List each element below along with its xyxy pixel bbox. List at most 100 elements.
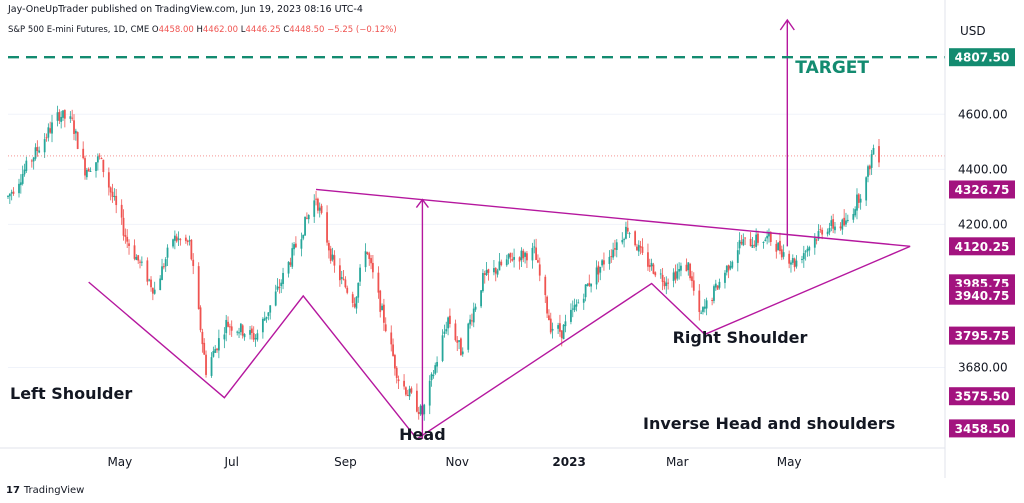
- price-axis[interactable]: USD 4600.00 4400.00 4200.00 3680.00 4807.50 43…: [944, 0, 1015, 478]
- candle: [238, 327, 240, 339]
- candle: [795, 255, 798, 269]
- candle: [300, 232, 303, 257]
- tradingview-logo[interactable]: 17 TradingView: [6, 485, 84, 496]
- candle: [458, 339, 460, 350]
- candle: [102, 159, 105, 178]
- candle: [846, 214, 849, 223]
- candle: [313, 194, 316, 223]
- candle: [571, 300, 574, 318]
- candle: [841, 218, 844, 235]
- candle: [511, 252, 514, 262]
- time-tick-5: Mar: [666, 455, 689, 469]
- candle: [487, 268, 490, 281]
- candle: [162, 263, 165, 270]
- candle: [394, 353, 396, 376]
- candle: [71, 109, 74, 121]
- candle: [859, 194, 862, 210]
- candle: [559, 314, 561, 337]
- candle: [685, 258, 688, 272]
- candle: [274, 284, 277, 307]
- time-axis[interactable]: May Jul Sep Nov 2023 Mar May: [0, 447, 945, 469]
- candle: [740, 234, 743, 246]
- candle: [819, 225, 822, 233]
- candle: [621, 232, 624, 245]
- candle: [780, 245, 783, 261]
- candle: [867, 164, 869, 183]
- candle: [280, 279, 283, 294]
- candle: [551, 322, 554, 339]
- candle: [472, 302, 475, 328]
- candle: [223, 327, 226, 349]
- candle: [672, 268, 675, 288]
- candle: [549, 312, 552, 335]
- candle: [456, 336, 459, 352]
- ohlc-open-label: O: [151, 25, 159, 35]
- candle: [432, 369, 435, 379]
- candle: [441, 329, 444, 363]
- candle: [370, 254, 372, 270]
- candle: [676, 263, 679, 281]
- candle: [434, 362, 437, 376]
- candle: [305, 212, 308, 220]
- candle: [19, 174, 22, 194]
- candle: [190, 239, 193, 261]
- candle: [729, 260, 732, 271]
- candle: [454, 319, 457, 342]
- ohlc-change: −5.25 (−0.12%): [327, 25, 397, 35]
- candle: [82, 141, 85, 160]
- price-badge-5: 3795.75: [949, 326, 1015, 345]
- candle: [150, 276, 152, 292]
- candle: [230, 320, 233, 337]
- candle: [496, 268, 499, 278]
- ohlc-open: 4458.00: [158, 25, 194, 35]
- candle: [564, 314, 567, 333]
- candle: [625, 221, 627, 240]
- candle: [109, 186, 112, 201]
- candle: [691, 270, 693, 288]
- candle: [505, 254, 508, 267]
- candle: [830, 215, 833, 232]
- ohlc-low-label: L: [240, 25, 246, 35]
- candle: [210, 352, 213, 378]
- candle: [480, 290, 482, 309]
- candle: [390, 325, 393, 352]
- tradingview-logo-icon: 17: [6, 485, 20, 496]
- candle: [263, 311, 266, 322]
- candle: [865, 176, 868, 206]
- candle: [84, 155, 86, 180]
- candle: [113, 188, 116, 201]
- head-arrowhead: [415, 198, 429, 209]
- candle: [628, 231, 631, 238]
- candle: [212, 346, 215, 358]
- candle: [692, 272, 695, 296]
- candle: [674, 264, 677, 284]
- candle: [179, 238, 182, 246]
- candle: [76, 131, 79, 150]
- candle: [338, 258, 341, 287]
- candle: [832, 213, 835, 234]
- candle: [126, 229, 129, 248]
- candle: [249, 326, 251, 340]
- candle: [269, 305, 272, 320]
- ohlc-low: 4446.25: [245, 25, 281, 35]
- candle: [804, 249, 807, 261]
- candle: [648, 258, 651, 272]
- candle: [139, 259, 141, 269]
- candle: [471, 313, 473, 326]
- candle: [430, 372, 433, 387]
- target-label: TARGET: [795, 58, 869, 78]
- grid: [8, 113, 945, 368]
- candle: [161, 258, 163, 281]
- candle: [239, 322, 242, 336]
- candle: [423, 403, 426, 421]
- candle: [659, 269, 662, 279]
- candle: [482, 269, 484, 293]
- candle: [408, 385, 411, 400]
- candle: [383, 298, 385, 331]
- candle: [18, 178, 20, 198]
- pattern-shoulders-line: [88, 245, 911, 440]
- candle: [32, 156, 35, 170]
- time-tick-1: Jul: [223, 455, 238, 469]
- candle: [878, 138, 880, 168]
